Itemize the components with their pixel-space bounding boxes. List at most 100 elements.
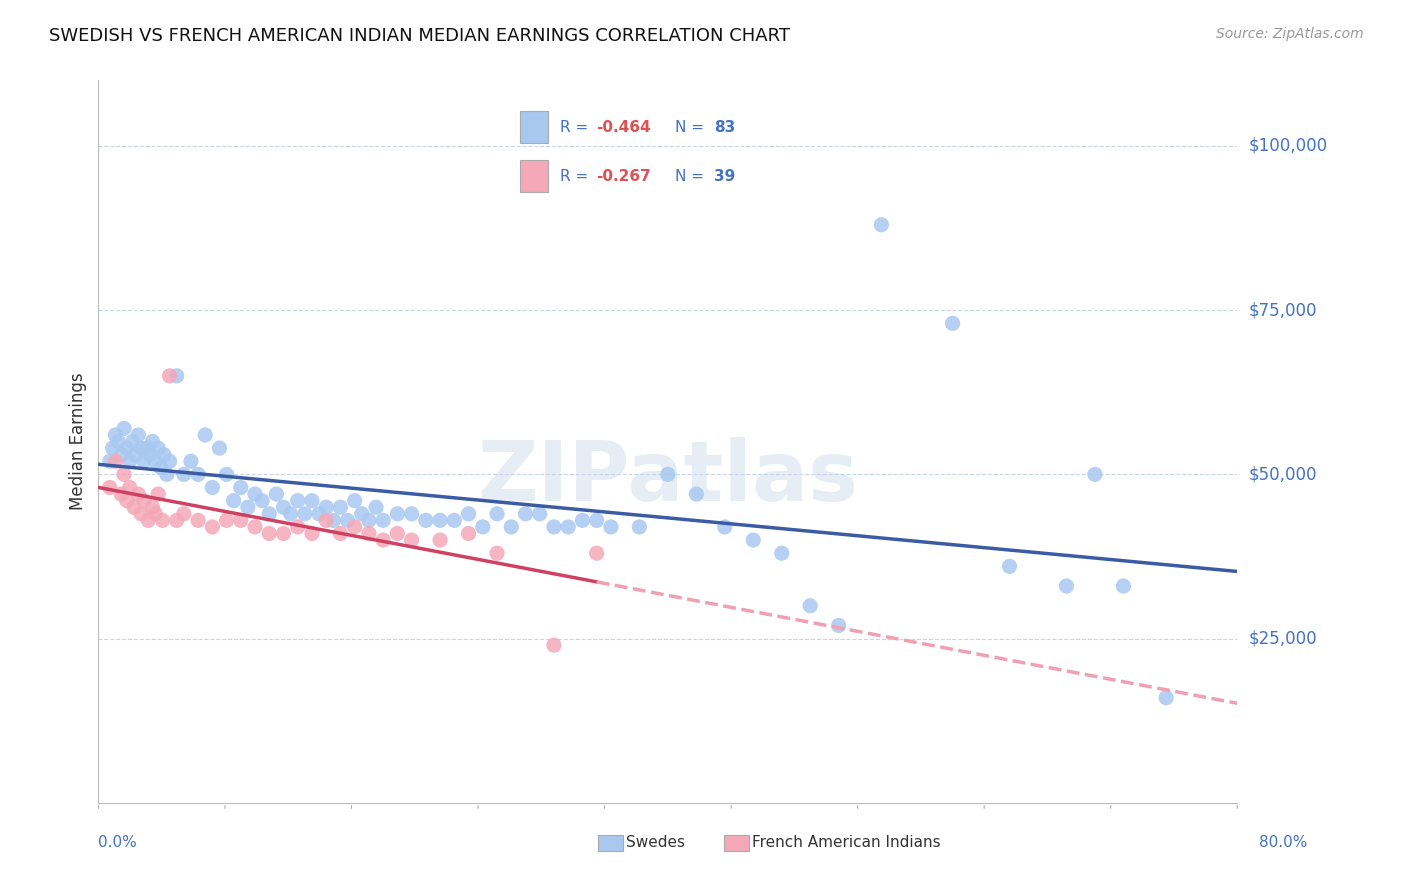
Point — [387, 507, 409, 521]
Text: $25,000: $25,000 — [1249, 630, 1317, 648]
Point — [770, 546, 793, 560]
Text: SWEDISH VS FRENCH AMERICAN INDIAN MEDIAN EARNINGS CORRELATION CHART: SWEDISH VS FRENCH AMERICAN INDIAN MEDIAN… — [49, 27, 790, 45]
Y-axis label: Median Earnings: Median Earnings — [69, 373, 87, 510]
Point — [104, 428, 127, 442]
Point — [208, 441, 231, 455]
Point — [180, 454, 202, 468]
Point — [110, 487, 132, 501]
Text: $100,000: $100,000 — [1249, 137, 1327, 155]
Point — [373, 533, 395, 547]
Point — [543, 520, 565, 534]
Point — [571, 513, 593, 527]
Point — [543, 638, 565, 652]
Point — [141, 434, 163, 449]
Point — [222, 493, 245, 508]
Point — [1084, 467, 1107, 482]
Point — [243, 487, 266, 501]
Point — [301, 493, 323, 508]
Point — [357, 526, 380, 541]
Point — [714, 520, 737, 534]
Text: R =: R = — [560, 169, 593, 184]
Point — [443, 513, 465, 527]
Point — [148, 441, 170, 455]
Point — [194, 428, 217, 442]
Point — [387, 526, 409, 541]
Point — [657, 467, 679, 482]
Point — [135, 441, 157, 455]
Point — [429, 513, 451, 527]
Point — [173, 467, 195, 482]
Text: 83: 83 — [714, 120, 735, 135]
Point — [415, 513, 437, 527]
Point — [136, 513, 159, 527]
Point — [166, 513, 188, 527]
Point — [486, 507, 509, 521]
Point — [870, 218, 893, 232]
Text: French American Indians: French American Indians — [752, 836, 941, 850]
Point — [998, 559, 1021, 574]
Text: ZIPatlas: ZIPatlas — [478, 437, 858, 518]
Point — [287, 520, 309, 534]
Text: 39: 39 — [714, 169, 735, 184]
Point — [486, 546, 509, 560]
Point — [236, 500, 259, 515]
Point — [600, 520, 623, 534]
Point — [294, 507, 316, 521]
Point — [1112, 579, 1135, 593]
Point — [110, 448, 132, 462]
Point — [166, 368, 188, 383]
Point — [343, 520, 366, 534]
Point — [101, 441, 124, 455]
Point — [148, 487, 170, 501]
Text: 0.0%: 0.0% — [98, 836, 138, 850]
Point — [287, 493, 309, 508]
Point — [259, 526, 281, 541]
Point — [201, 520, 224, 534]
Point — [141, 500, 163, 515]
Text: Swedes: Swedes — [626, 836, 685, 850]
Point — [129, 507, 152, 521]
Point — [132, 493, 155, 508]
Point — [401, 533, 423, 547]
Point — [429, 533, 451, 547]
Point — [153, 448, 176, 462]
Point — [201, 481, 224, 495]
Bar — [520, 111, 548, 143]
Point — [187, 513, 209, 527]
Point — [322, 513, 344, 527]
Bar — [520, 161, 548, 193]
Point — [350, 507, 373, 521]
Point — [828, 618, 851, 632]
Point — [159, 454, 181, 468]
Point — [145, 454, 167, 468]
Point — [529, 507, 551, 521]
Point — [115, 441, 138, 455]
Point — [250, 493, 273, 508]
Text: N =: N = — [675, 169, 709, 184]
Point — [132, 454, 155, 468]
Point — [373, 513, 395, 527]
Text: Source: ZipAtlas.com: Source: ZipAtlas.com — [1216, 27, 1364, 41]
Point — [145, 507, 167, 521]
Text: -0.464: -0.464 — [596, 120, 651, 135]
Point — [273, 500, 295, 515]
Point — [942, 316, 965, 330]
Point — [98, 481, 121, 495]
Point — [315, 500, 337, 515]
Point — [152, 513, 174, 527]
Text: $50,000: $50,000 — [1249, 466, 1317, 483]
Point — [301, 526, 323, 541]
Point — [799, 599, 821, 613]
Point — [159, 368, 181, 383]
Point — [742, 533, 765, 547]
Point — [557, 520, 579, 534]
Point — [628, 520, 651, 534]
Point — [336, 513, 359, 527]
Point — [329, 500, 352, 515]
Point — [127, 428, 149, 442]
Point — [215, 467, 238, 482]
Point — [122, 500, 145, 515]
Point — [364, 500, 387, 515]
Point — [266, 487, 288, 501]
Point — [115, 493, 138, 508]
